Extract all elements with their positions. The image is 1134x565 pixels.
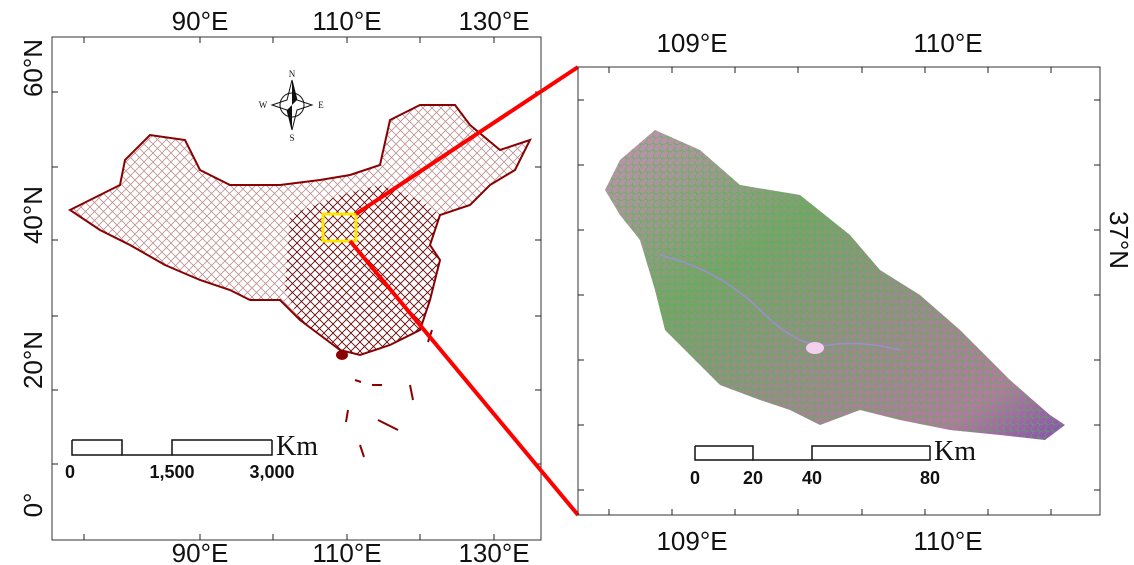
scale-unit: Km	[276, 431, 318, 462]
scale-label: 1,500	[149, 462, 194, 482]
compass: N S W E	[259, 69, 325, 143]
lon-label: 110°E	[312, 538, 381, 565]
lat-label: 20°N	[18, 331, 48, 389]
lat-label: 40°N	[18, 186, 48, 244]
scale-label: 0	[65, 462, 75, 482]
lon-label: 90°E	[172, 6, 229, 36]
lon-label: 130°E	[458, 538, 529, 565]
lat-label: 60°N	[18, 39, 48, 97]
lon-label: 109°E	[656, 28, 727, 58]
china-map	[70, 105, 530, 457]
basin-image	[605, 130, 1065, 440]
scale-label: 80	[920, 468, 940, 488]
lon-label: 110°E	[312, 6, 381, 36]
scale-label: 3,000	[249, 462, 294, 482]
lon-label: 109°E	[656, 526, 727, 556]
lon-label: 110°E	[913, 28, 982, 58]
lon-label: 130°E	[458, 6, 529, 36]
compass-e: E	[318, 100, 324, 110]
right-scale-bar	[695, 446, 930, 460]
page: 90°E 110°E 130°E 90°E 110°E 130°E 60°N 4…	[0, 0, 1134, 565]
left-scale-bar	[72, 440, 272, 455]
figure: 90°E 110°E 130°E 90°E 110°E 130°E 60°N 4…	[0, 0, 1134, 565]
compass-w: W	[259, 100, 268, 110]
lat-label: 0°	[18, 493, 48, 518]
scale-label: 0	[690, 468, 700, 488]
scale-unit: Km	[934, 436, 976, 467]
compass-n: N	[289, 69, 296, 79]
scale-label: 20	[743, 468, 763, 488]
compass-s: S	[289, 133, 294, 143]
lon-label: 90°E	[172, 538, 229, 565]
lat-label: 37°N	[1104, 211, 1134, 269]
scale-label: 40	[802, 468, 822, 488]
connector	[350, 241, 578, 515]
lon-label: 110°E	[913, 526, 982, 556]
